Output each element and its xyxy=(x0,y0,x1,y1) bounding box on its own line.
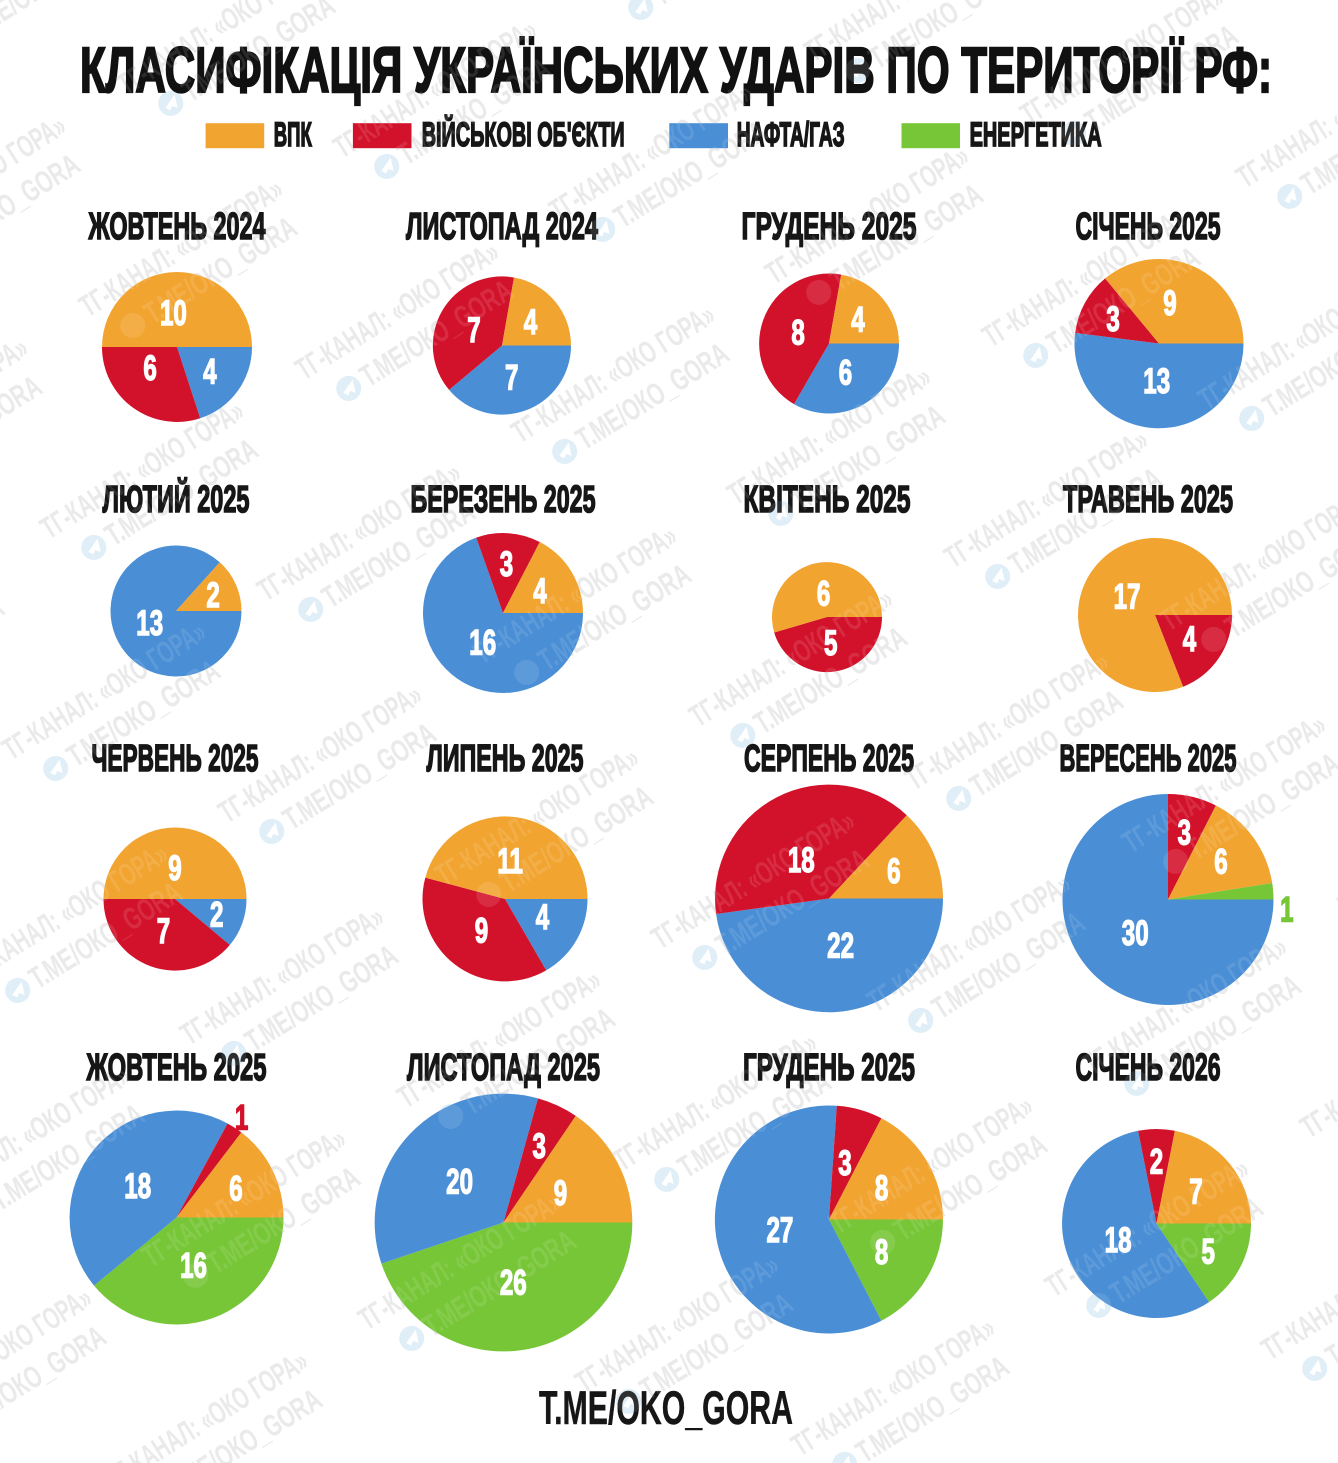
svg-text:4: 4 xyxy=(851,301,865,340)
svg-text:4: 4 xyxy=(536,898,550,937)
svg-text:13: 13 xyxy=(136,605,163,644)
svg-text:ЛИСТОПАД 2024: ЛИСТОПАД 2024 xyxy=(406,206,598,248)
svg-text:4: 4 xyxy=(203,353,217,392)
svg-text:3: 3 xyxy=(500,546,513,585)
svg-text:22: 22 xyxy=(827,927,854,966)
svg-text:6: 6 xyxy=(839,354,852,393)
svg-text:2: 2 xyxy=(210,896,223,935)
svg-text:30: 30 xyxy=(1122,914,1149,953)
svg-text:2: 2 xyxy=(206,577,219,616)
svg-text:9: 9 xyxy=(1163,285,1176,324)
svg-text:1: 1 xyxy=(235,1099,249,1138)
svg-text:ЛИПЕНЬ 2025: ЛИПЕНЬ 2025 xyxy=(427,738,584,780)
svg-text:3: 3 xyxy=(838,1144,851,1183)
svg-text:СЕРПЕНЬ 2025: СЕРПЕНЬ 2025 xyxy=(744,738,914,780)
svg-text:20: 20 xyxy=(446,1163,473,1202)
svg-text:2: 2 xyxy=(1150,1143,1163,1182)
svg-text:8: 8 xyxy=(791,314,804,353)
svg-text:1: 1 xyxy=(1280,891,1294,930)
svg-text:ВПК: ВПК xyxy=(274,116,312,154)
svg-text:4: 4 xyxy=(524,304,538,343)
svg-text:13: 13 xyxy=(1143,363,1170,402)
svg-text:7: 7 xyxy=(505,359,518,398)
svg-text:6: 6 xyxy=(817,575,830,614)
svg-text:ЧЕРВЕНЬ 2025: ЧЕРВЕНЬ 2025 xyxy=(92,738,259,780)
svg-text:3: 3 xyxy=(532,1127,545,1166)
svg-text:27: 27 xyxy=(766,1212,793,1251)
svg-text:6: 6 xyxy=(887,852,900,891)
svg-text:18: 18 xyxy=(124,1168,151,1207)
svg-text:17: 17 xyxy=(1114,578,1141,617)
svg-text:9: 9 xyxy=(475,912,488,951)
svg-text:7: 7 xyxy=(157,913,170,952)
svg-text:4: 4 xyxy=(1183,620,1197,659)
svg-text:6: 6 xyxy=(143,349,156,388)
